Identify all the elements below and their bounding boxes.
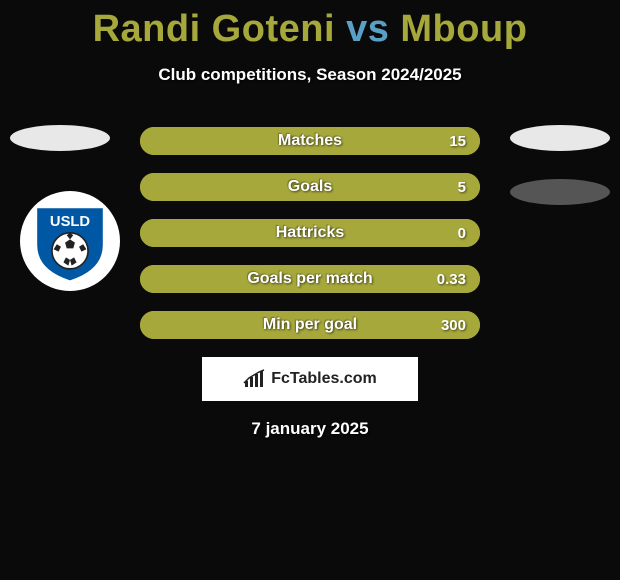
club-logo-text: USLD bbox=[50, 214, 91, 230]
stat-label: Goals bbox=[140, 178, 480, 196]
stat-value: 5 bbox=[458, 179, 466, 196]
stat-row: Goals per match0.33 bbox=[140, 265, 480, 293]
stat-label: Hattricks bbox=[140, 224, 480, 242]
stat-value: 300 bbox=[441, 317, 466, 334]
stat-bars: Matches15 Goals5 Hattricks0 Goals per match… bbox=[140, 127, 480, 339]
right-photo-placeholder-1 bbox=[510, 125, 610, 151]
stat-row: Hattricks0 bbox=[140, 219, 480, 247]
stat-label: Min per goal bbox=[140, 316, 480, 334]
stat-label: Goals per match bbox=[140, 270, 480, 288]
vs-separator: vs bbox=[335, 8, 400, 50]
player1-name: Randi Goteni bbox=[93, 8, 335, 50]
subtitle: Club competitions, Season 2024/2025 bbox=[0, 65, 620, 85]
stat-row: Min per goal300 bbox=[140, 311, 480, 339]
brand-attribution[interactable]: FcTables.com bbox=[202, 357, 418, 401]
left-photo-placeholder bbox=[10, 125, 110, 151]
stat-value: 0.33 bbox=[437, 271, 466, 288]
player2-name: Mboup bbox=[400, 8, 527, 50]
club-logo: USLD bbox=[20, 191, 120, 291]
right-photo-placeholder-2 bbox=[510, 179, 610, 205]
club-logo-icon: USLD bbox=[29, 200, 111, 282]
brand-text: FcTables.com bbox=[271, 370, 377, 388]
stat-row: Matches15 bbox=[140, 127, 480, 155]
snapshot-date: 7 january 2025 bbox=[0, 419, 620, 439]
stat-value: 0 bbox=[458, 225, 466, 242]
stat-label: Matches bbox=[140, 132, 480, 150]
stat-row: Goals5 bbox=[140, 173, 480, 201]
comparison-content: USLD Matches15 Goals5 Hattricks0 Goals per … bbox=[0, 127, 620, 439]
comparison-title: Randi Goteni vs Mboup bbox=[0, 0, 620, 51]
stat-value: 15 bbox=[449, 133, 466, 150]
brand-chart-icon bbox=[243, 369, 265, 389]
